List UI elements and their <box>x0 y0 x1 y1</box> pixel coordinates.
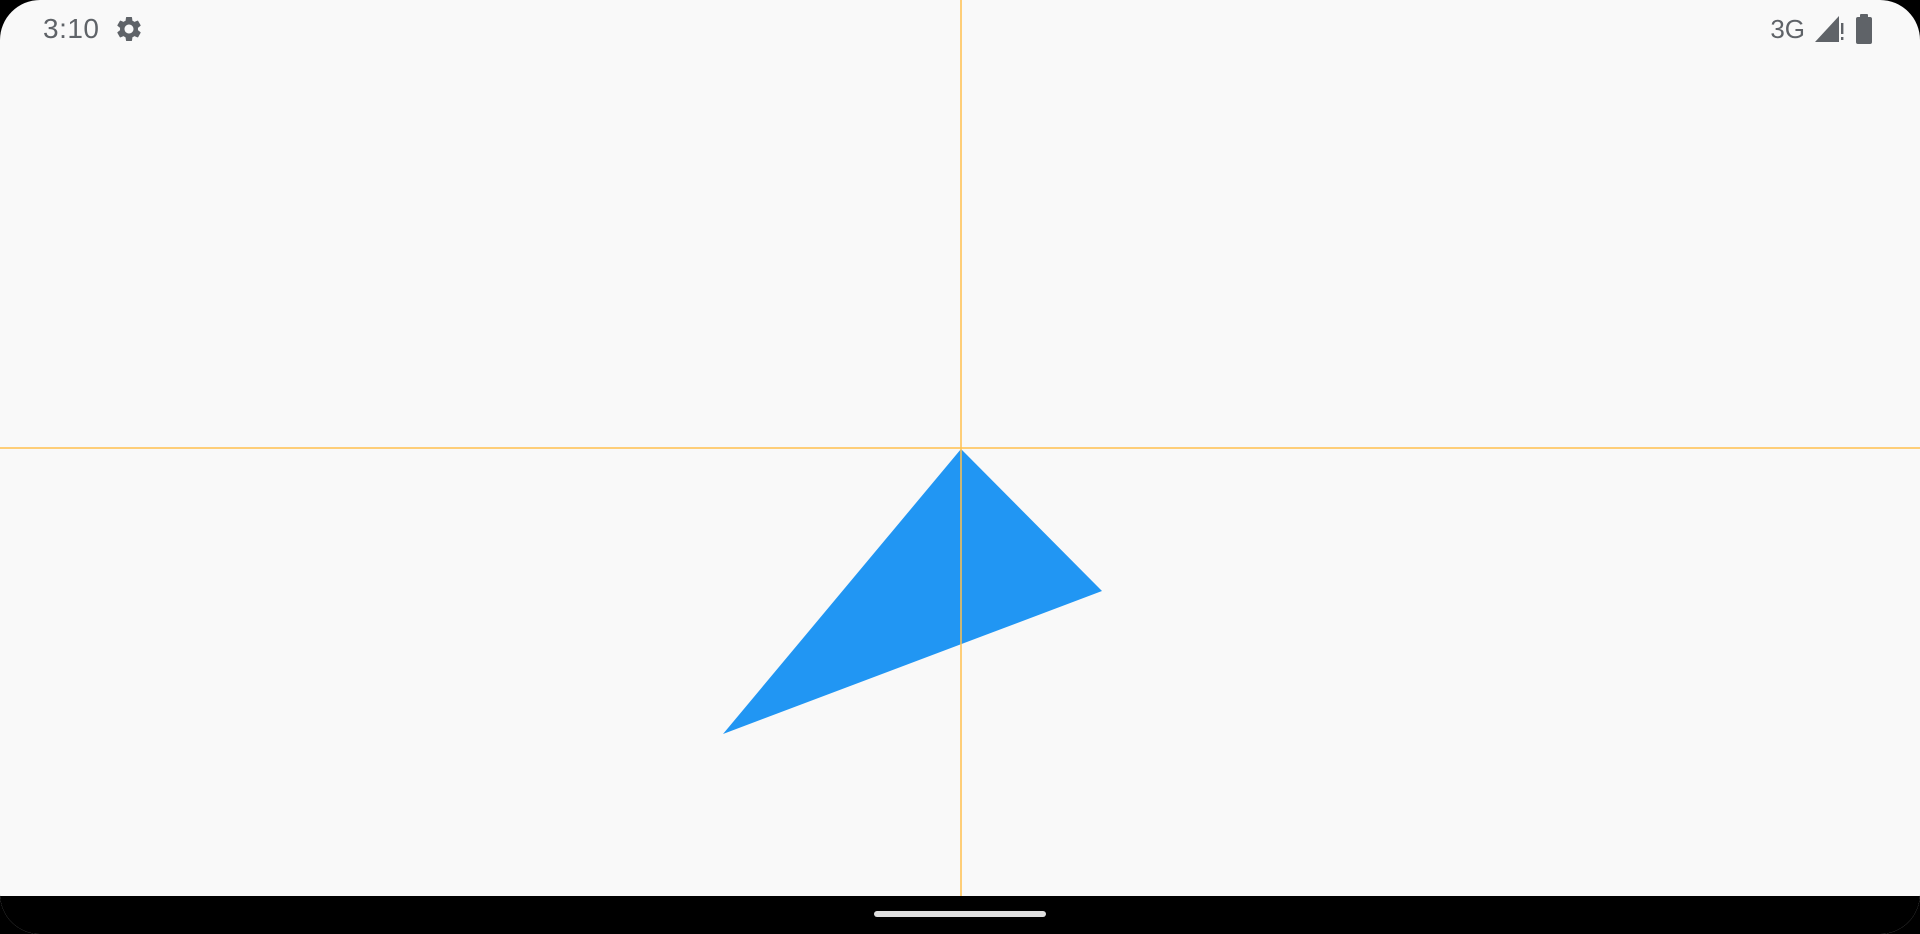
drawing-canvas <box>0 0 1920 896</box>
network-type-label: 3G <box>1770 14 1805 44</box>
navigation-bar <box>0 896 1920 934</box>
home-gesture-handle[interactable] <box>874 911 1046 917</box>
settings-gear-icon <box>114 14 144 44</box>
battery-icon <box>1853 13 1875 45</box>
status-right: 3G <box>1770 12 1875 46</box>
status-bar: 3:10 3G <box>0 0 1920 60</box>
status-left: 3:10 <box>43 12 144 46</box>
blue-triangle <box>723 449 1102 734</box>
status-clock: 3:10 <box>43 13 100 44</box>
cell-signal-alert-icon <box>1813 14 1845 44</box>
